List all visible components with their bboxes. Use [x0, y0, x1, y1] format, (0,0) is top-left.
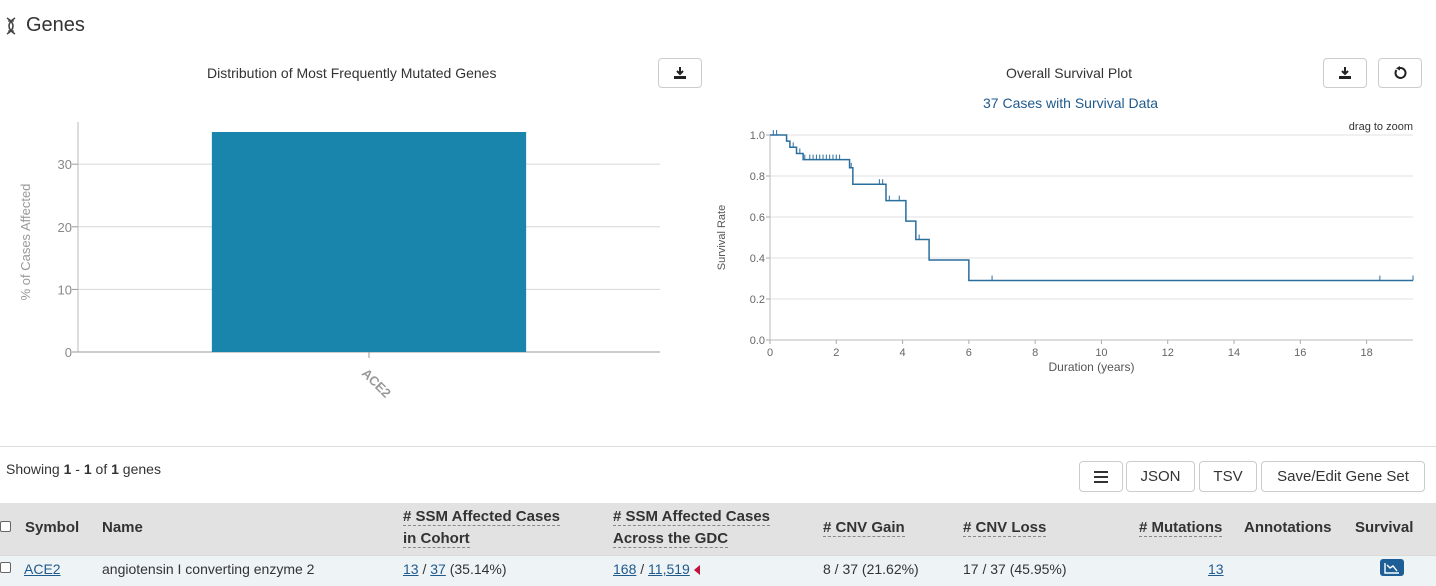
range-total: 1	[111, 461, 119, 477]
bar	[211, 132, 527, 352]
survival-chart-download-button[interactable]	[1323, 58, 1367, 88]
showing-count: Showing 1 - 1 of 1 genes	[6, 461, 161, 477]
survival-xtick-label: 12	[1162, 347, 1174, 359]
survival-xlabel: Duration (years)	[1048, 360, 1134, 374]
ssm-cohort-cell: 13 / 37 (35.14%)	[403, 561, 507, 577]
bar-ytick-label: 20	[58, 220, 72, 235]
bar-chart-download-button[interactable]	[658, 58, 702, 88]
survival-ytick-label: 0.8	[750, 171, 765, 183]
page-title: Genes	[4, 14, 85, 37]
survival-chart-title: Overall Survival Plot	[1006, 65, 1133, 81]
header-symbol[interactable]: Symbol	[25, 519, 80, 536]
survival-chart-subtitle: 37 Cases with Survival Data	[983, 95, 1159, 111]
reset-icon	[1394, 66, 1407, 79]
dna-icon	[6, 16, 16, 35]
survival-xtick-label: 8	[1032, 347, 1038, 359]
download-icon	[674, 67, 686, 79]
header-ssm-cohort-line2: in Cohort	[403, 530, 470, 548]
bar-chart-title: Distribution of Most Frequently Mutated …	[207, 65, 497, 81]
survival-xtick-label: 10	[1095, 347, 1107, 359]
range-of: of	[95, 461, 108, 477]
ssm-cohort-total-link[interactable]: 37	[430, 561, 446, 577]
bar-ytick-label: 10	[58, 282, 72, 297]
ssm-cohort-count-link[interactable]: 13	[403, 561, 419, 577]
header-annotations: Annotations	[1244, 519, 1332, 536]
survival-chart-reset-button[interactable]	[1378, 58, 1422, 88]
column-menu-button[interactable]	[1079, 461, 1123, 492]
tsv-export-button[interactable]: TSV	[1199, 461, 1257, 492]
header-mutations[interactable]: # Mutations	[1139, 517, 1223, 539]
json-export-button[interactable]: JSON	[1126, 461, 1195, 492]
survival-ytick-label: 0.0	[750, 335, 765, 347]
header-ssm-cohort-line1: # SSM Affected Cases	[403, 508, 561, 526]
gene-name: angiotensin I converting enzyme 2	[102, 561, 315, 577]
header-ssm-gdc-line2: Across the GDC	[613, 530, 729, 548]
survival-xtick-label: 16	[1294, 347, 1306, 359]
survival-xtick-label: 4	[900, 347, 906, 359]
survival-chart-icon	[1384, 562, 1399, 574]
save-gene-set-button[interactable]: Save/Edit Gene Set	[1261, 461, 1425, 492]
gene-symbol-link[interactable]: ACE2	[24, 561, 61, 577]
header-ssm-gdc-line1: # SSM Affected Cases	[613, 508, 771, 526]
bar-ytick-label: 0	[65, 345, 72, 360]
survival-ytick-label: 1.0	[750, 130, 765, 142]
header-cnv-gain[interactable]: # CNV Gain	[823, 517, 905, 539]
survival-chart[interactable]: 0.0 0.2 0.4 0.6 0.8 1.0 0 2 4 6 8 10 12 14 16 18 Duratio…	[700, 118, 1430, 380]
survival-ytick-label: 0.4	[750, 253, 765, 265]
select-all-checkbox[interactable]	[0, 521, 11, 532]
header-survival: Survival	[1355, 519, 1414, 536]
range-start: 1	[63, 461, 72, 477]
caret-left-icon[interactable]	[693, 565, 701, 576]
range-unit: genes	[122, 461, 161, 477]
survival-xtick-label: 2	[833, 347, 839, 359]
cnv-loss-cell: 17 / 37 (45.95%)	[963, 561, 1067, 577]
survival-xtick-label: 0	[767, 347, 773, 359]
drag-to-zoom-hint: drag to zoom	[1349, 121, 1413, 133]
page-title-text: Genes	[26, 14, 85, 36]
header-name[interactable]: Name	[102, 519, 143, 536]
download-icon	[1339, 67, 1351, 79]
bar-ylabel: % of Cases Affected	[18, 184, 33, 301]
ssm-gdc-count-link[interactable]: 168	[613, 561, 637, 577]
survival-curve	[770, 134, 1413, 282]
header-ssm-cohort[interactable]: # SSM Affected Cases in Cohort	[403, 506, 561, 550]
survival-ytick-label: 0.6	[750, 212, 765, 224]
bar-ytick-label: 30	[58, 157, 72, 172]
ssm-gdc-cell: 168 / 11,519	[613, 559, 701, 579]
survival-xtick-label: 6	[966, 347, 972, 359]
table-header	[0, 503, 1436, 555]
header-cnv-loss[interactable]: # CNV Loss	[963, 517, 1047, 539]
row-checkbox[interactable]	[0, 562, 11, 573]
survival-ylabel: Survival Rate	[716, 205, 728, 270]
cnv-gain-cell: 8 / 37 (21.62%)	[823, 561, 919, 577]
section-divider	[0, 446, 1436, 447]
header-cnv-gain-label: # CNV Gain	[823, 519, 905, 537]
range-sep: -	[75, 461, 80, 477]
survival-xtick-label: 18	[1360, 347, 1372, 359]
header-cnv-loss-label: # CNV Loss	[963, 519, 1047, 537]
survival-plot-button[interactable]	[1380, 559, 1404, 576]
bar-xtick-label: ACE2	[359, 366, 394, 401]
survival-xtick-label: 14	[1228, 347, 1240, 359]
mutations-count-link[interactable]: 13	[1208, 561, 1224, 577]
range-end: 1	[83, 461, 92, 477]
header-mutations-label: # Mutations	[1139, 519, 1223, 537]
hamburger-icon	[1094, 470, 1108, 483]
bar-chart: 0 10 20 30 % of Cases Affected ACE2	[18, 122, 660, 401]
survival-ytick-label: 0.2	[750, 294, 765, 306]
ssm-gdc-total-link[interactable]: 11,519	[648, 561, 690, 577]
table-row	[0, 555, 1436, 586]
showing-prefix: Showing	[6, 461, 60, 477]
header-ssm-gdc[interactable]: # SSM Affected Cases Across the GDC	[613, 506, 771, 550]
ssm-cohort-percent: (35.14%)	[449, 561, 507, 577]
